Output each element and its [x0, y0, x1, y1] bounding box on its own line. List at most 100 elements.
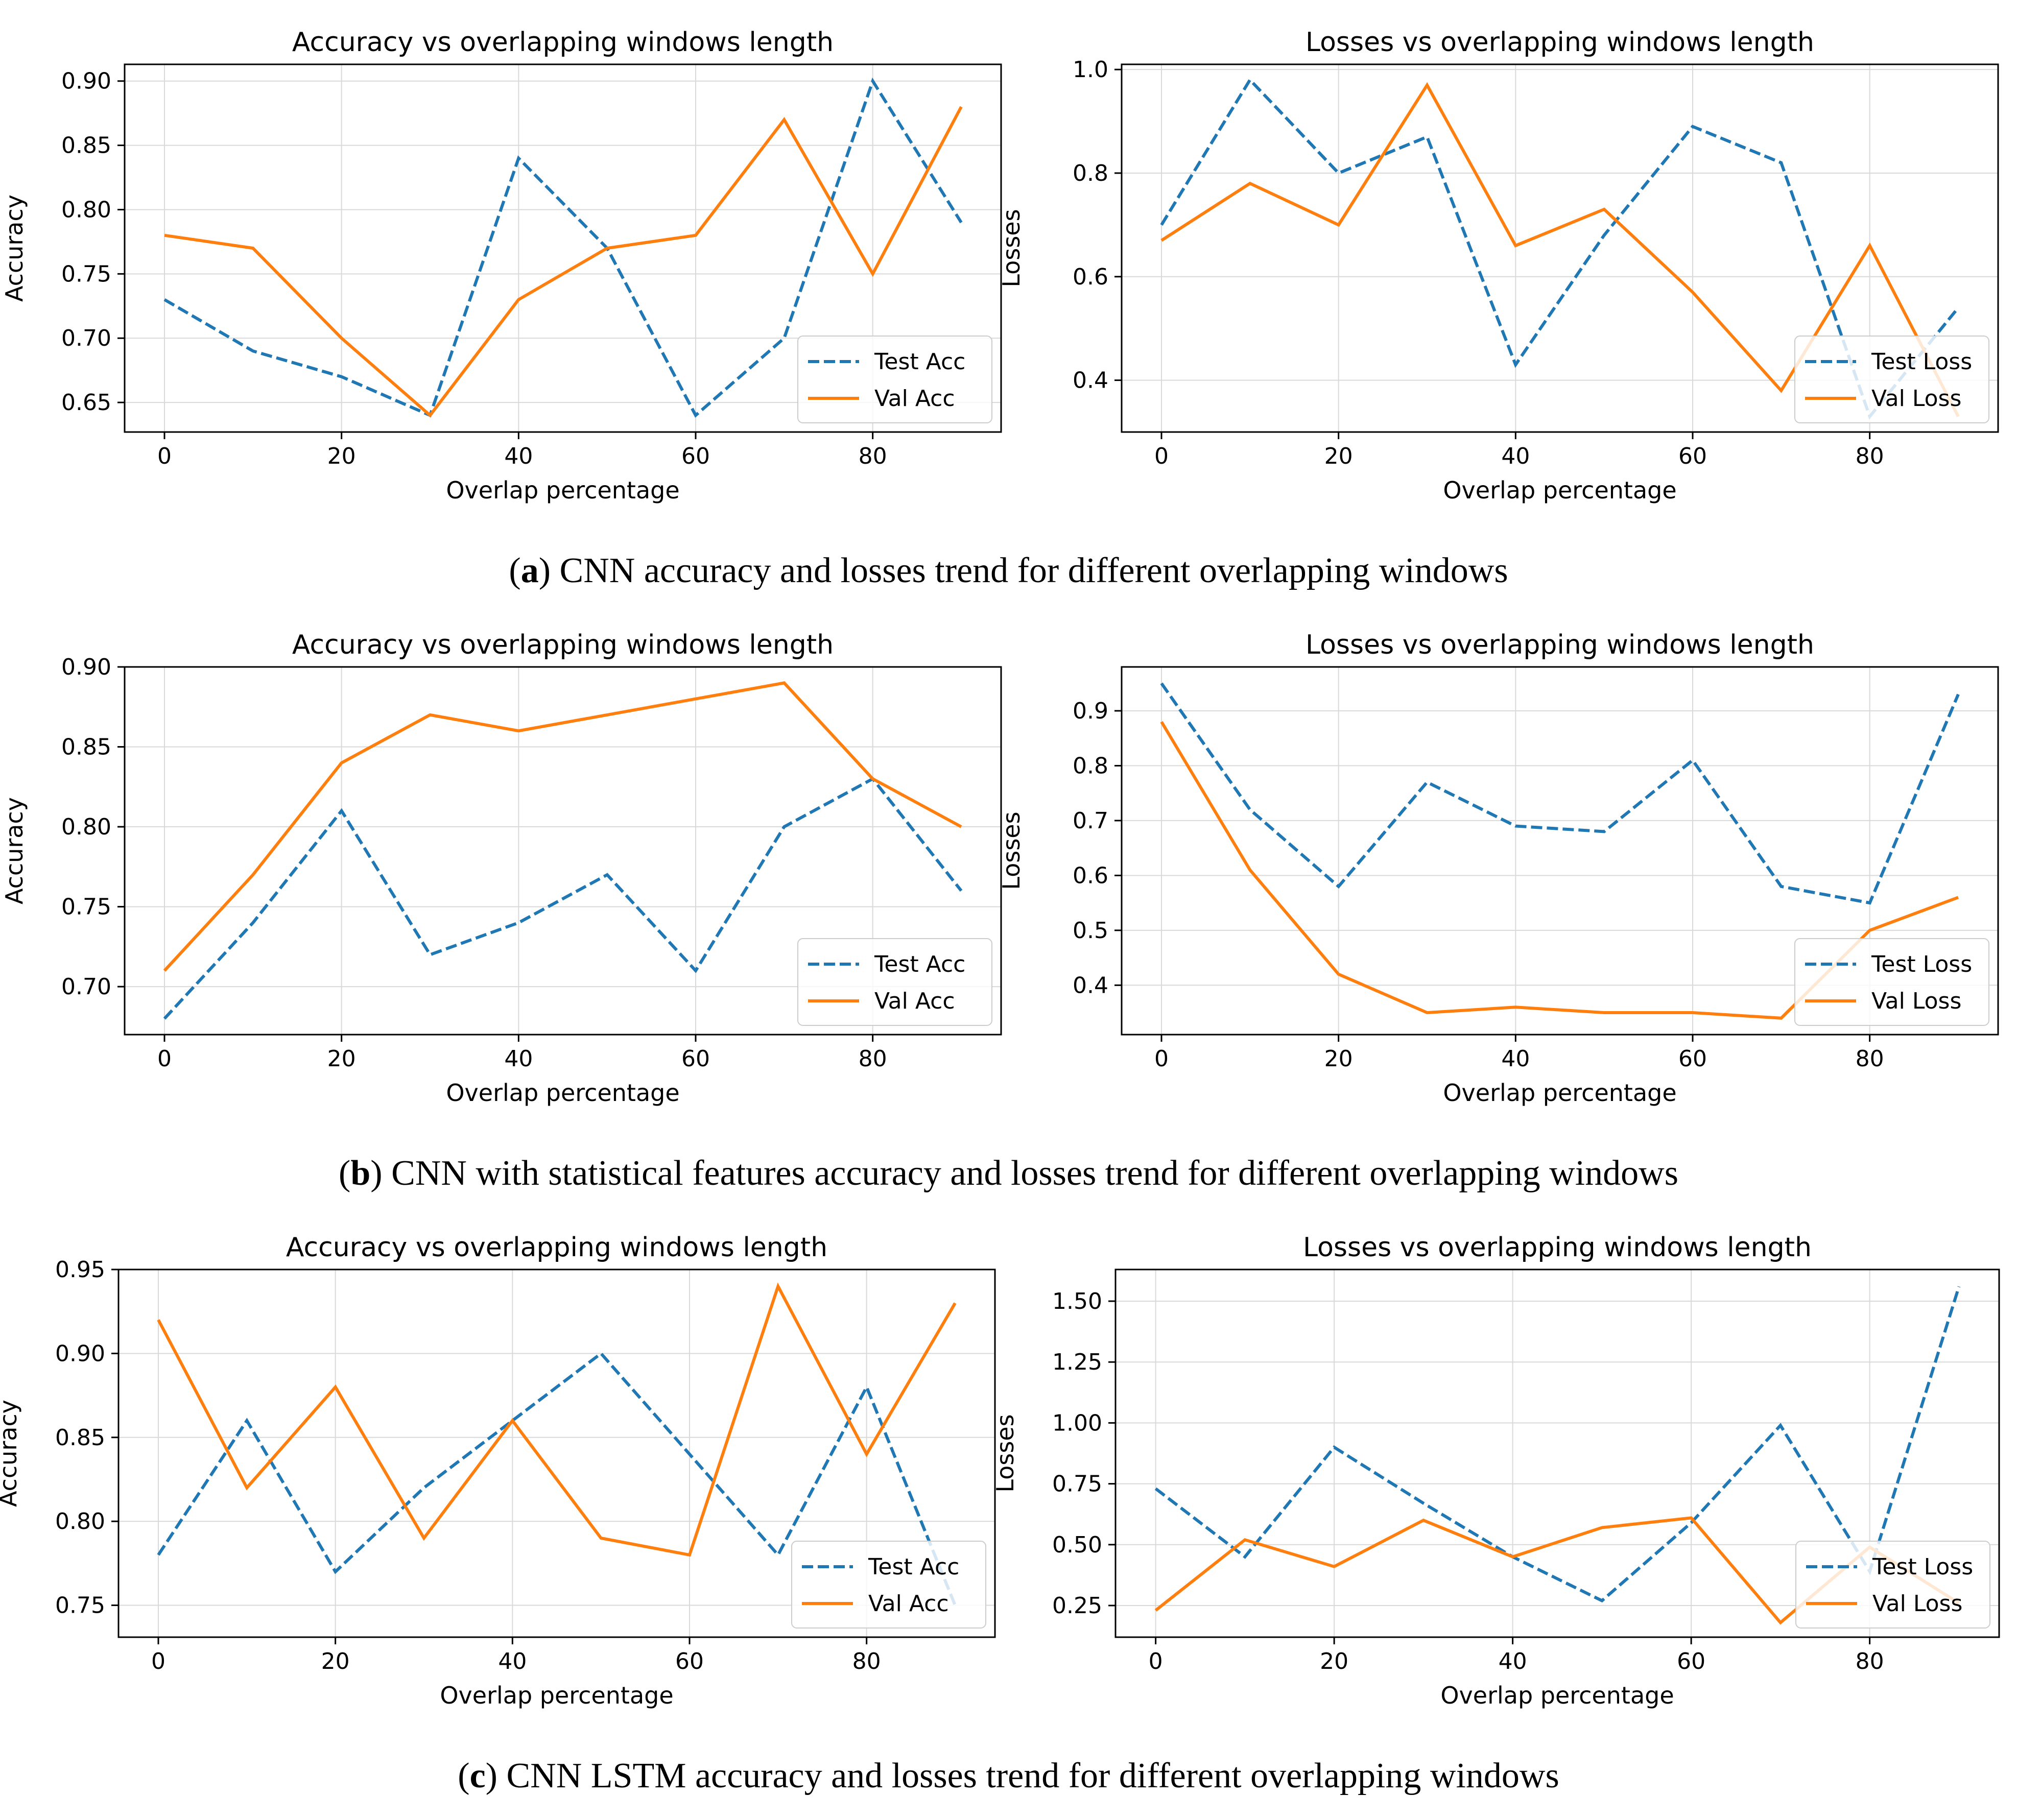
legend-label: Test Loss — [1871, 349, 1972, 375]
y-tick-label: 1.50 — [1052, 1288, 1102, 1314]
series-line-test — [1154, 1286, 1961, 1603]
chart-title: Accuracy vs overlapping windows length — [292, 27, 834, 58]
chart-panel-3: 0 20 40 60 80 0.70 0.75 0.80 0.85 0.90 Accuracy vs… — [1, 630, 1002, 1107]
series-line-test — [163, 77, 963, 418]
chart-title: Accuracy vs overlapping windows length — [292, 630, 834, 660]
x-tick-label: 80 — [852, 1648, 881, 1674]
x-axis-label: Overlap percentage — [1443, 476, 1676, 504]
x-tick-label: 60 — [1678, 1046, 1707, 1072]
x-tick-label: 20 — [327, 1046, 356, 1072]
y-tick-label: 0.75 — [61, 261, 111, 287]
axes-frame — [124, 63, 1002, 433]
y-axis-label: Losses — [998, 811, 1025, 890]
y-tick-label: 0.50 — [1052, 1532, 1102, 1558]
chart-panel-1: 0 20 40 60 80 0.65 0.70 0.75 0.80 0.85 0.90 Accurac… — [1, 27, 1002, 504]
x-axis-label: Overlap percentage — [1443, 1079, 1676, 1107]
legend-label: Val Loss — [1872, 1591, 1962, 1617]
y-tick-label: 0.6 — [1073, 264, 1108, 290]
legend: Test Loss Val Loss — [1794, 938, 1989, 1026]
x-tick-label: 80 — [859, 1046, 887, 1072]
x-tick-label: 80 — [1856, 443, 1884, 469]
axes-frame — [1121, 666, 1999, 1036]
y-axis-label: Accuracy — [1, 797, 28, 904]
legend-box — [797, 336, 992, 423]
legend-label: Val Loss — [1871, 386, 1961, 412]
x-tick-label: 40 — [1501, 1046, 1530, 1072]
y-tick-label: 0.75 — [55, 1593, 105, 1619]
x-tick-label: 40 — [504, 443, 533, 469]
x-tick-label: 40 — [1501, 443, 1530, 469]
y-tick-label: 0.85 — [55, 1425, 105, 1451]
series-line-val — [163, 681, 962, 972]
y-tick-label: 0.4 — [1073, 368, 1108, 394]
y-tick-label: 0.80 — [61, 814, 111, 840]
y-tick-label: 1.0 — [1073, 57, 1108, 83]
y-tick-label: 0.70 — [61, 974, 111, 1000]
caption-b: (b) CNN with statistical features accura… — [339, 1154, 1678, 1193]
y-axis-label: Accuracy — [1, 195, 28, 302]
y-tick-label: 0.85 — [61, 133, 111, 159]
axes-frame — [117, 1268, 996, 1638]
x-tick-label: 60 — [1678, 443, 1707, 469]
y-tick-label: 0.4 — [1073, 972, 1108, 998]
x-axis-label: Overlap percentage — [446, 1079, 679, 1107]
y-tick-label: 0.85 — [61, 734, 111, 760]
legend-label: Val Acc — [868, 1591, 949, 1617]
x-tick-label: 0 — [151, 1648, 165, 1674]
legend: Test Loss Val Loss — [1794, 336, 1989, 423]
y-tick-label: 0.95 — [55, 1257, 105, 1283]
x-axis-label: Overlap percentage — [440, 1682, 673, 1709]
x-tick-label: 20 — [327, 443, 356, 469]
x-tick-label: 0 — [1154, 1046, 1169, 1072]
legend: Test Acc Val Acc — [797, 336, 992, 423]
x-tick-label: 20 — [1324, 1046, 1353, 1072]
series-line-val — [1160, 82, 1960, 417]
y-tick-label: 0.7 — [1073, 808, 1108, 834]
x-tick-label: 40 — [498, 1648, 527, 1674]
y-axis-label: Losses — [991, 1414, 1019, 1492]
y-tick-label: 0.80 — [55, 1508, 105, 1535]
y-tick-label: 1.00 — [1052, 1410, 1102, 1436]
y-tick-label: 0.9 — [1073, 698, 1108, 724]
series-line-val — [157, 1282, 957, 1557]
y-tick-label: 0.75 — [61, 894, 111, 920]
legend: Test Loss Val Loss — [1795, 1541, 1990, 1629]
x-tick-label: 20 — [321, 1648, 350, 1674]
chart-panel-6: 0 20 40 60 80 0.25 0.50 0.75 1.00 1.25 1.50 Losses … — [991, 1232, 2000, 1709]
legend-box — [1794, 938, 1989, 1026]
legend-label: Val Acc — [874, 386, 955, 412]
y-tick-label: 0.65 — [61, 390, 111, 416]
series-line-test — [157, 1351, 957, 1606]
caption-a: (a) CNN accuracy and losses trend for di… — [509, 551, 1508, 590]
x-tick-label: 0 — [1149, 1648, 1163, 1674]
y-tick-label: 0.25 — [1052, 1593, 1102, 1619]
chart-panel-4: 0 20 40 60 80 0.4 0.5 0.6 0.7 0.8 0.9 Losses vs ove… — [998, 630, 1999, 1107]
chart-title: Losses vs overlapping windows length — [1306, 27, 1814, 58]
legend-label: Test Acc — [868, 1554, 959, 1580]
x-tick-label: 60 — [675, 1648, 704, 1674]
x-tick-label: 40 — [504, 1046, 533, 1072]
axes-frame — [1114, 1268, 2000, 1638]
legend-box — [1795, 1541, 1990, 1629]
y-tick-label: 1.25 — [1052, 1349, 1102, 1375]
chart-title: Losses vs overlapping windows length — [1306, 630, 1814, 660]
axes-frame — [1121, 63, 1999, 433]
legend: Test Acc Val Acc — [797, 938, 992, 1026]
x-axis-label: Overlap percentage — [446, 476, 679, 504]
x-tick-label: 60 — [681, 1046, 710, 1072]
legend: Test Acc Val Acc — [791, 1541, 986, 1629]
y-tick-label: 0.90 — [55, 1340, 105, 1367]
series-line-test — [163, 777, 963, 1020]
y-tick-label: 0.6 — [1073, 863, 1108, 889]
x-tick-label: 20 — [1320, 1648, 1348, 1674]
x-tick-label: 0 — [1154, 443, 1169, 469]
chart-panel-2: 0 20 40 60 80 0.4 0.6 0.8 1.0 Losses vs overlappi… — [998, 27, 1999, 504]
chart-panel-5: 0 20 40 60 80 0.75 0.80 0.85 0.90 0.95 Accuracy vs… — [0, 1232, 996, 1709]
x-tick-label: 80 — [859, 443, 887, 469]
y-tick-label: 0.70 — [61, 325, 111, 351]
legend-label: Val Loss — [1871, 988, 1961, 1014]
y-tick-label: 0.8 — [1073, 160, 1108, 186]
series-line-val — [164, 106, 963, 418]
x-tick-label: 40 — [1499, 1648, 1527, 1674]
